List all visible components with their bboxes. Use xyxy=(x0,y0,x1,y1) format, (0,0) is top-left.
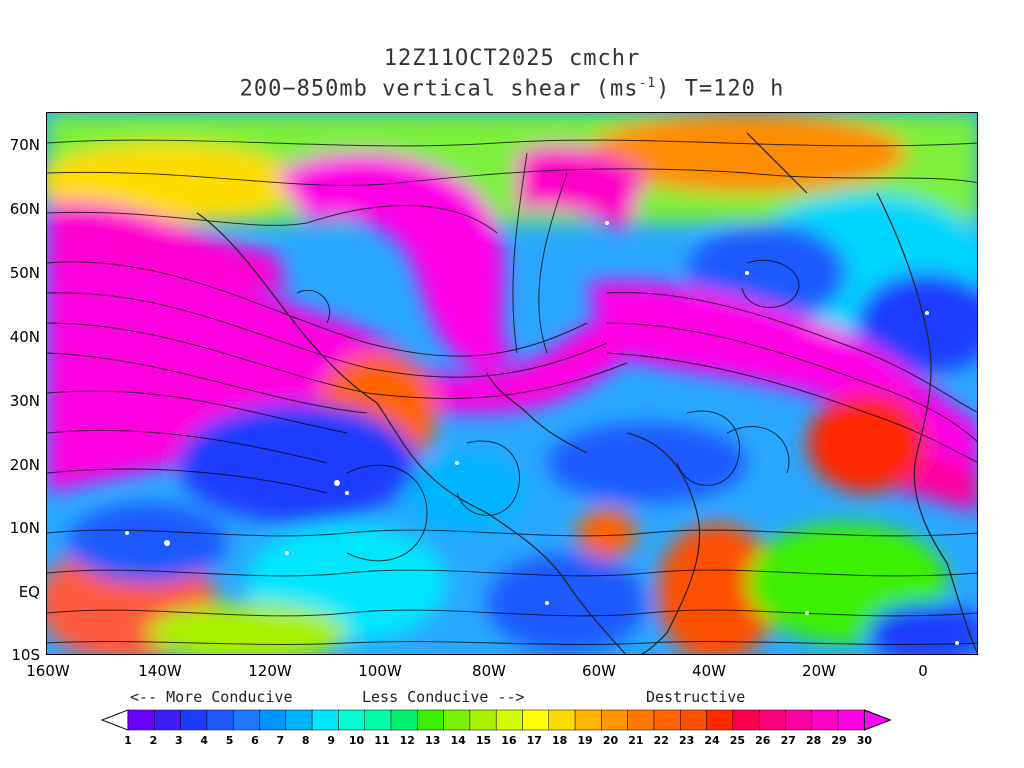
colorbar-tick-label: 3 xyxy=(174,734,183,747)
colorbar-swatch xyxy=(495,709,523,731)
colorbar-swatch xyxy=(601,709,628,731)
colorbar-tick-label: 13 xyxy=(425,734,441,747)
colorbar-swatch xyxy=(338,709,365,731)
colorbar-swatch xyxy=(469,709,497,731)
colorbar-swatch xyxy=(390,709,418,731)
shear-field-svg xyxy=(47,113,977,654)
colorbar-swatch xyxy=(180,709,208,731)
colorbar-tick-label: 15 xyxy=(475,734,492,747)
shear-map xyxy=(46,112,978,655)
colorbar-swatch xyxy=(154,709,181,731)
colorbar-tick-label: 28 xyxy=(805,734,822,747)
coastlines xyxy=(196,132,977,654)
y-label-50n: 50N xyxy=(9,264,40,282)
colorbar-swatch xyxy=(653,709,681,731)
colorbar-tick-label: 19 xyxy=(577,734,593,747)
colorbar-tick-label: 2 xyxy=(149,734,158,747)
colorbar-swatch xyxy=(206,709,234,731)
colorbar-swatch xyxy=(522,709,550,731)
colorbar-tick-label: 7 xyxy=(276,734,285,747)
x-label-140w: 140W xyxy=(138,662,182,680)
colorbar-swatch xyxy=(311,709,339,731)
colorbar-tick-label: 11 xyxy=(374,734,390,747)
y-label-10s: 10S xyxy=(11,646,40,664)
colorbar-tick-label: 27 xyxy=(780,734,796,747)
x-label-40w: 40W xyxy=(692,662,726,680)
colorbar-swatch xyxy=(574,709,602,731)
colorbar-tick-label: 21 xyxy=(628,734,644,747)
colorbar-tick-label: 9 xyxy=(327,734,335,747)
colorbar-swatch xyxy=(232,709,260,731)
colorbar-arrow-right xyxy=(863,709,892,731)
colorbar-tick-label: 5 xyxy=(225,734,234,747)
colorbar-tick-label: 6 xyxy=(251,734,259,747)
x-label-0: 0 xyxy=(918,662,928,680)
legend-less-conducive: Less Conducive --> xyxy=(362,688,525,706)
colorbar-tick-label: 23 xyxy=(678,734,695,747)
colorbar-tick-label: 1 xyxy=(124,734,132,747)
colorbar-swatch xyxy=(680,709,707,731)
colorbar-swatch xyxy=(837,709,865,731)
colorbar-swatch xyxy=(285,709,313,731)
colorbar-tick-label: 18 xyxy=(552,734,568,747)
colorbar-tick-label: 4 xyxy=(200,734,208,747)
colorbar-tick-label: 24 xyxy=(704,734,720,747)
y-label-40n: 40N xyxy=(9,328,40,346)
colorbar-tick-label: 22 xyxy=(653,734,669,747)
colorbar-tick-label: 29 xyxy=(831,734,847,747)
x-label-160w: 160W xyxy=(26,662,70,680)
legend-more-conducive: <-- More Conducive xyxy=(130,688,293,706)
y-label-70n: 70N xyxy=(9,136,40,154)
colorbar-tick-label: 20 xyxy=(602,734,619,747)
chart-title-line1: 12Z11OCT2025 cmchr xyxy=(383,46,641,71)
y-label-20n: 20N xyxy=(9,456,40,474)
colorbar-swatch xyxy=(443,709,471,731)
y-label-60n: 60N xyxy=(9,200,40,218)
colorbar-swatch xyxy=(548,709,576,731)
low-shear-speckles xyxy=(125,221,959,645)
x-label-60w: 60W xyxy=(582,662,616,680)
colorbar-tick-label: 16 xyxy=(501,734,517,747)
x-label-120w: 120W xyxy=(248,662,292,680)
colorbar-tick-label: 26 xyxy=(755,734,771,747)
title-units-superscript: -1 xyxy=(638,76,657,91)
chart-title-line2: 200−850mb vertical shear (ms-1) T=120 h xyxy=(0,76,1024,101)
colorbar-swatch xyxy=(811,709,839,731)
colorbar-tick-label: 30 xyxy=(856,734,873,747)
shear-color-field xyxy=(47,113,977,654)
colorbar-swatch xyxy=(785,709,813,731)
colorbar-swatch xyxy=(732,709,760,731)
colorbar-tick-label: 14 xyxy=(450,734,466,747)
title-suffix: ) T=120 h xyxy=(656,76,785,102)
colorbar-swatch xyxy=(259,709,287,731)
y-label-10n: 10N xyxy=(9,519,40,537)
colorbar-tick-label: 12 xyxy=(399,734,415,747)
y-label-30n: 30N xyxy=(9,392,40,410)
x-label-100w: 100W xyxy=(358,662,402,680)
colorbar-arrow-left xyxy=(100,709,129,731)
legend-destructive: Destructive xyxy=(646,688,746,706)
colorbar-swatch xyxy=(758,709,786,731)
colorbar-tick-label: 8 xyxy=(301,734,310,747)
colorbar-swatch xyxy=(364,709,392,731)
x-label-80w: 80W xyxy=(472,662,506,680)
colorbar-tick-label: 25 xyxy=(729,734,746,747)
y-label-eq: EQ xyxy=(18,583,40,601)
colorbar-swatch xyxy=(706,709,734,731)
colorbar-swatch xyxy=(627,709,655,731)
colorbar-swatch xyxy=(417,709,444,731)
x-label-20w: 20W xyxy=(802,662,836,680)
colorbar-tick-label: 10 xyxy=(348,734,365,747)
title-prefix: 200−850mb vertical shear (ms xyxy=(239,76,639,102)
colorbar xyxy=(100,709,892,731)
colorbar-tick-label: 17 xyxy=(526,734,542,747)
colorbar-swatch xyxy=(127,709,155,731)
